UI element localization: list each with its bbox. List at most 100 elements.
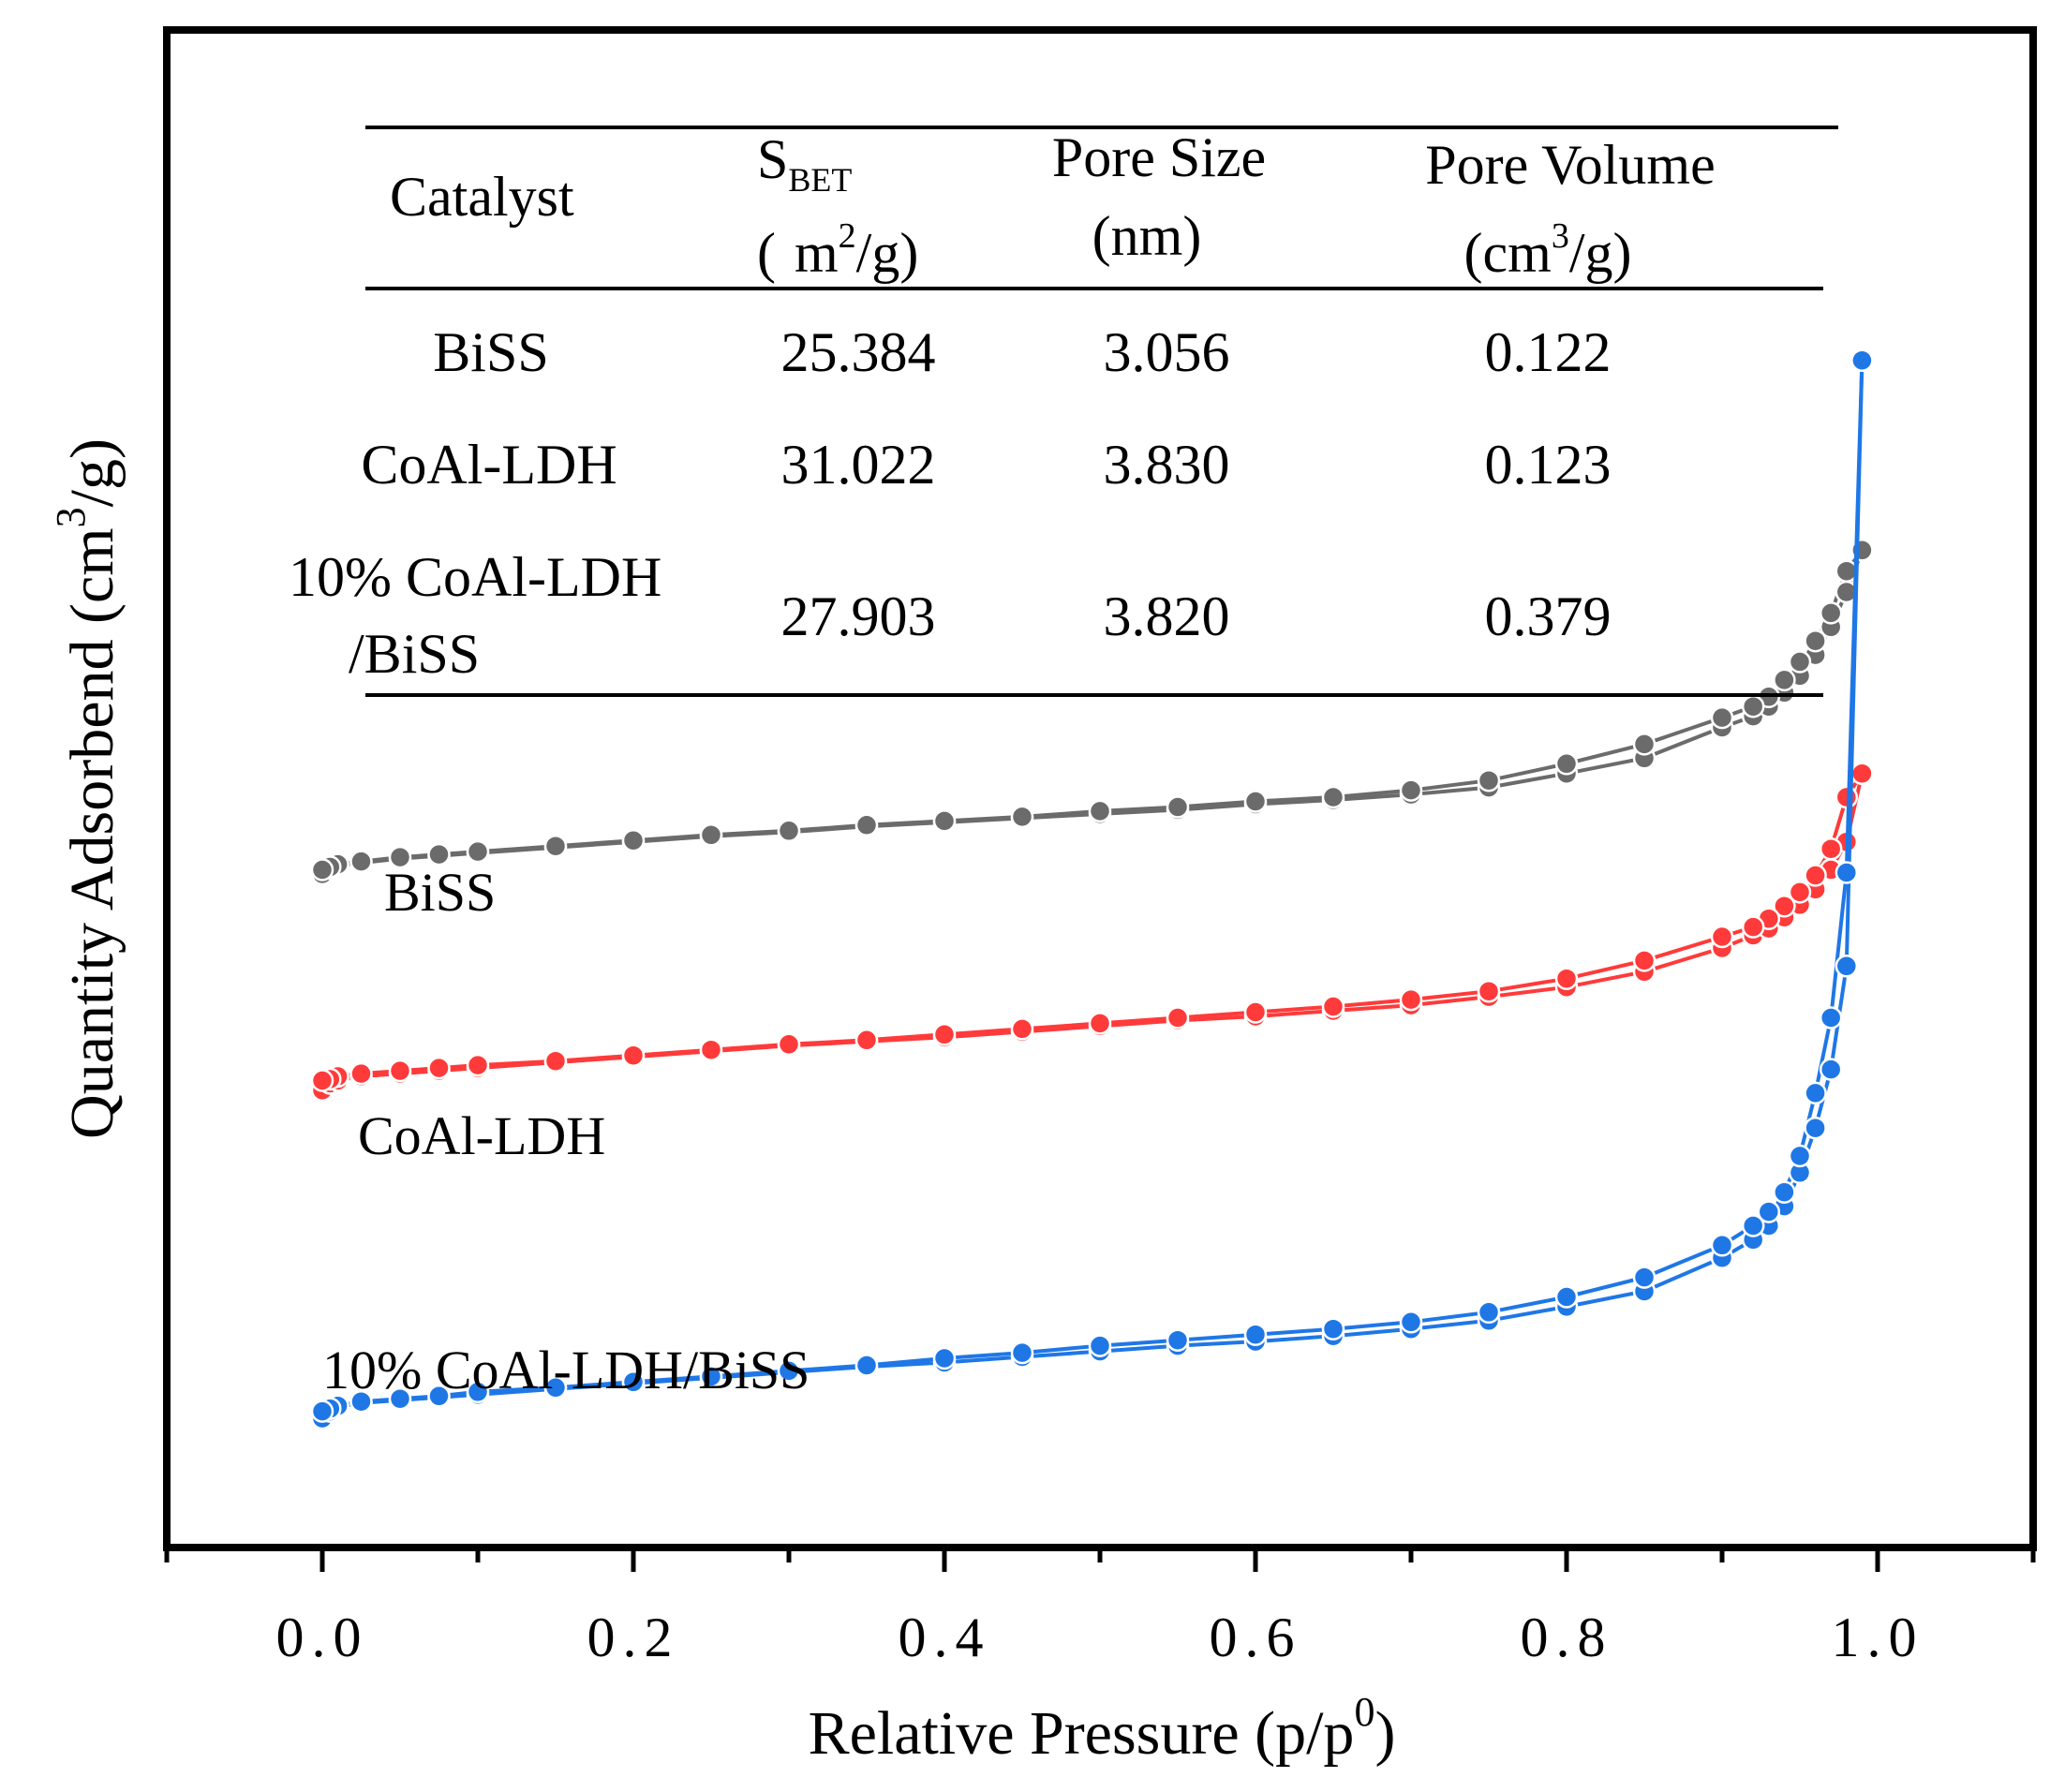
- table-cell-pore-volume: 0.123: [1485, 434, 1612, 496]
- table-cell-pore-size: 3.056: [1104, 321, 1230, 383]
- data-point-biss-desorption: [699, 823, 723, 847]
- data-point-10-coal-ldh-biss-desorption: [1321, 1317, 1345, 1340]
- data-point-biss-desorption: [1477, 768, 1501, 792]
- table-header-pore-volume-unit: (cm3/g): [1464, 216, 1632, 284]
- x-tick-label: 0.8: [1521, 1607, 1613, 1668]
- data-point-coal-ldh-desorption: [1835, 785, 1859, 809]
- data-point-biss-desorption: [1788, 650, 1812, 674]
- data-point-biss-desorption: [1741, 694, 1765, 718]
- table-cell-pore-volume: 0.379: [1485, 585, 1612, 647]
- data-point-biss-desorption: [1321, 785, 1345, 809]
- table-cell-catalyst: 10% CoAl-LDH: [289, 546, 661, 608]
- data-point-10-coal-ldh-biss-desorption: [1835, 861, 1859, 884]
- table-cell-sbet: 27.903: [781, 585, 936, 647]
- data-point-coal-ldh-desorption: [1088, 1012, 1112, 1035]
- data-point-coal-ldh-desorption: [1710, 925, 1734, 949]
- data-point-10-coal-ldh-biss-desorption: [388, 1386, 412, 1411]
- data-point-coal-ldh-desorption: [310, 1069, 334, 1092]
- data-point-biss-desorption: [932, 809, 957, 833]
- x-tick-label: 1.0: [1832, 1607, 1924, 1668]
- table-cell-pore-volume: 0.122: [1485, 321, 1612, 383]
- data-point-10-coal-ldh-biss-desorption: [932, 1346, 957, 1370]
- table-cell-pore-size: 3.830: [1104, 434, 1230, 496]
- data-point-coal-ldh-desorption: [1773, 895, 1796, 918]
- table-cell-catalyst-line2: /BiSS: [349, 623, 480, 685]
- data-point-10-coal-ldh-biss-adsorption: [1804, 1116, 1827, 1140]
- data-point-coal-ldh-desorption: [932, 1023, 957, 1046]
- table-header-pore-size-unit: (nm): [1092, 205, 1202, 267]
- data-point-10-coal-ldh-biss-desorption: [1632, 1266, 1656, 1289]
- table-cell-catalyst: CoAl-LDH: [361, 434, 617, 496]
- series-layer: [310, 348, 1874, 1430]
- x-axis-title: Relative Pressure (p/p0): [809, 1689, 1396, 1768]
- data-point-10-coal-ldh-biss-desorption: [1554, 1285, 1579, 1309]
- data-point-biss-desorption: [777, 819, 801, 843]
- data-point-biss-desorption: [543, 834, 568, 858]
- table-header-catalyst: Catalyst: [390, 166, 574, 228]
- data-point-coal-ldh-desorption: [466, 1053, 490, 1077]
- data-point-coal-ldh-desorption: [699, 1038, 723, 1061]
- table-cell-catalyst: BiSS: [433, 321, 548, 383]
- data-point-biss-desorption: [854, 813, 879, 837]
- table-cell-sbet: 31.022: [781, 434, 936, 496]
- data-point-10-coal-ldh-biss-desorption: [1819, 1006, 1843, 1029]
- bet-summary-table: Catalyst SBET (m2/g) Pore Size (nm) Pore…: [289, 126, 1838, 697]
- data-point-coal-ldh-desorption: [1477, 979, 1501, 1003]
- data-point-coal-ldh-desorption: [1632, 949, 1656, 972]
- data-point-10-coal-ldh-biss-desorption: [1804, 1081, 1827, 1105]
- data-point-coal-ldh-desorption: [1788, 881, 1812, 904]
- data-point-biss-desorption: [1399, 778, 1423, 802]
- data-point-10-coal-ldh-biss-desorption: [1010, 1340, 1034, 1365]
- data-point-10-coal-ldh-biss-adsorption: [1835, 955, 1859, 978]
- data-point-coal-ldh-desorption: [1850, 762, 1874, 785]
- data-point-coal-ldh-desorption: [388, 1059, 412, 1083]
- data-point-coal-ldh-desorption: [1166, 1006, 1190, 1029]
- data-point-10-coal-ldh-biss-desorption: [699, 1365, 723, 1388]
- data-point-biss-desorption: [310, 858, 334, 881]
- data-point-coal-ldh-desorption: [777, 1032, 801, 1057]
- x-tick-label: 0.2: [587, 1607, 680, 1668]
- x-tick-label: 0.6: [1210, 1607, 1302, 1668]
- data-point-biss-desorption: [1088, 799, 1112, 823]
- data-point-coal-ldh-desorption: [1321, 995, 1345, 1018]
- series-line-10-coal-ldh-biss-desorption: [321, 360, 1864, 1414]
- data-point-coal-ldh-desorption: [1243, 1000, 1268, 1024]
- data-point-10-coal-ldh-biss-desorption: [621, 1370, 646, 1394]
- series-label-composite: 10% CoAl-LDH/BiSS: [322, 1340, 810, 1400]
- data-point-biss-desorption: [1710, 705, 1734, 730]
- table-header-pore-size: Pore Size: [1052, 126, 1266, 188]
- x-tick-label: 0.4: [899, 1607, 991, 1668]
- data-point-biss-desorption: [1632, 733, 1656, 756]
- series-label-biss: BiSS: [384, 862, 496, 923]
- table-cell-sbet: 25.384: [781, 321, 936, 383]
- data-point-biss-desorption: [1773, 668, 1796, 692]
- data-point-10-coal-ldh-biss-desorption: [1710, 1234, 1734, 1257]
- table-header-sbet: SBET: [757, 128, 852, 199]
- data-point-10-coal-ldh-biss-desorption: [427, 1385, 451, 1408]
- data-point-10-coal-ldh-biss-desorption: [543, 1376, 568, 1400]
- data-point-10-coal-ldh-biss-desorption: [1166, 1328, 1190, 1352]
- data-point-coal-ldh-desorption: [543, 1049, 568, 1073]
- data-point-biss-desorption: [427, 842, 451, 866]
- data-point-10-coal-ldh-biss-desorption: [466, 1380, 490, 1404]
- data-point-10-coal-ldh-biss-desorption: [1850, 348, 1874, 372]
- data-point-10-coal-ldh-biss-adsorption: [1819, 1058, 1843, 1081]
- data-point-biss-desorption: [1554, 752, 1579, 776]
- data-point-10-coal-ldh-biss-desorption: [1757, 1200, 1781, 1223]
- data-point-biss-desorption: [1804, 629, 1827, 653]
- data-point-10-coal-ldh-biss-desorption: [854, 1354, 879, 1377]
- data-point-biss-desorption: [1819, 601, 1843, 625]
- data-point-coal-ldh-desorption: [1554, 967, 1579, 990]
- y-axis-title: Quantity Adsorbend (cm3/g): [48, 438, 126, 1139]
- data-point-coal-ldh-desorption: [1804, 864, 1827, 887]
- data-point-coal-ldh-desorption: [621, 1044, 646, 1067]
- data-point-10-coal-ldh-biss-desorption: [777, 1359, 801, 1383]
- table-header-sbet-unit: (m2/g): [757, 216, 918, 284]
- x-tick-label: 0.0: [276, 1607, 369, 1668]
- data-point-biss-desorption: [1166, 795, 1190, 819]
- data-point-coal-ldh-desorption: [349, 1061, 373, 1086]
- data-point-biss-desorption: [388, 845, 412, 869]
- x-axis-ticks: [164, 1548, 2036, 1572]
- data-point-coal-ldh-desorption: [427, 1056, 451, 1080]
